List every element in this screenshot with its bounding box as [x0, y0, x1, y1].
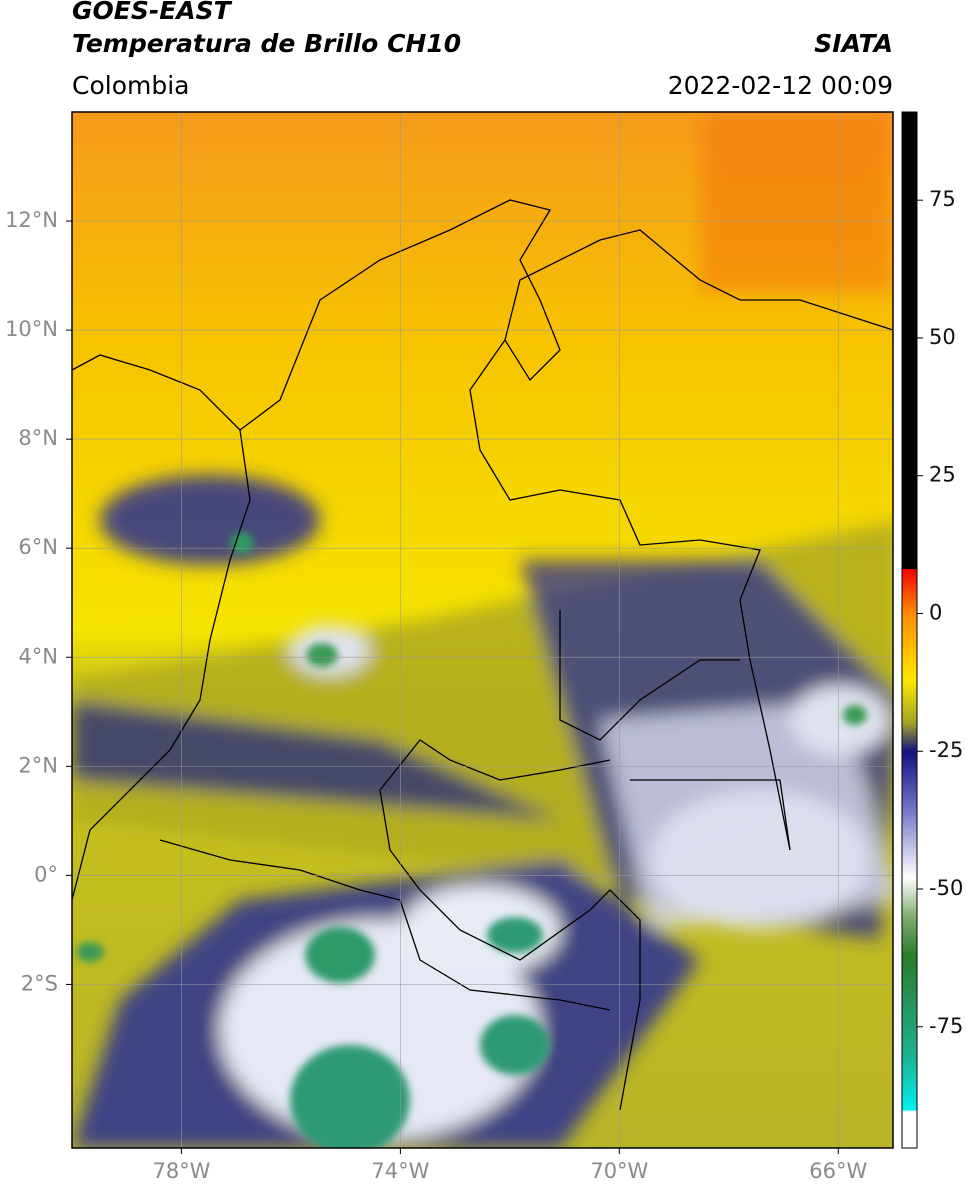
y-tick-label: 8°N: [18, 426, 58, 450]
satellite-image: [72, 112, 893, 1148]
colorbar-tick-label: -50: [929, 876, 963, 900]
cold-cores: [76, 532, 867, 1148]
colorbar: [901, 111, 918, 1149]
colorbar-tick-label: 25: [929, 463, 956, 487]
y-tick-label: 0°: [34, 862, 58, 886]
colorbar-tick-label: -25: [929, 738, 963, 762]
datetime: 2022-02-12 00:09: [668, 71, 893, 100]
grid: [72, 112, 893, 1148]
x-tick-label: 78°W: [152, 1159, 210, 1183]
colorbar-tick-label: 0: [929, 600, 942, 624]
map-frame: [71, 111, 894, 1149]
borders: [72, 199, 893, 1111]
x-tick-label: 74°W: [371, 1159, 429, 1183]
y-tick-label: 12°N: [5, 208, 58, 232]
region: Colombia: [72, 71, 189, 100]
y-tick-label: 2°N: [18, 753, 58, 777]
source: SIATA: [814, 29, 893, 58]
colorbar-tick-label: 50: [929, 325, 956, 349]
y-tick-label: 6°N: [18, 535, 58, 559]
y-tick-label: 2°S: [21, 971, 58, 995]
subtitle: Temperatura de Brillo CH10: [72, 29, 461, 58]
y-tick-label: 4°N: [18, 644, 58, 668]
title: GOES-EAST: [72, 0, 233, 25]
colorbar-tick-label: 75: [929, 187, 956, 211]
x-tick-label: 66°W: [809, 1159, 867, 1183]
y-tick-label: 10°N: [5, 317, 58, 341]
colorbar-tick-label: -75: [929, 1014, 963, 1038]
x-tick-label: 70°W: [590, 1159, 648, 1183]
warm-area: [700, 112, 893, 292]
